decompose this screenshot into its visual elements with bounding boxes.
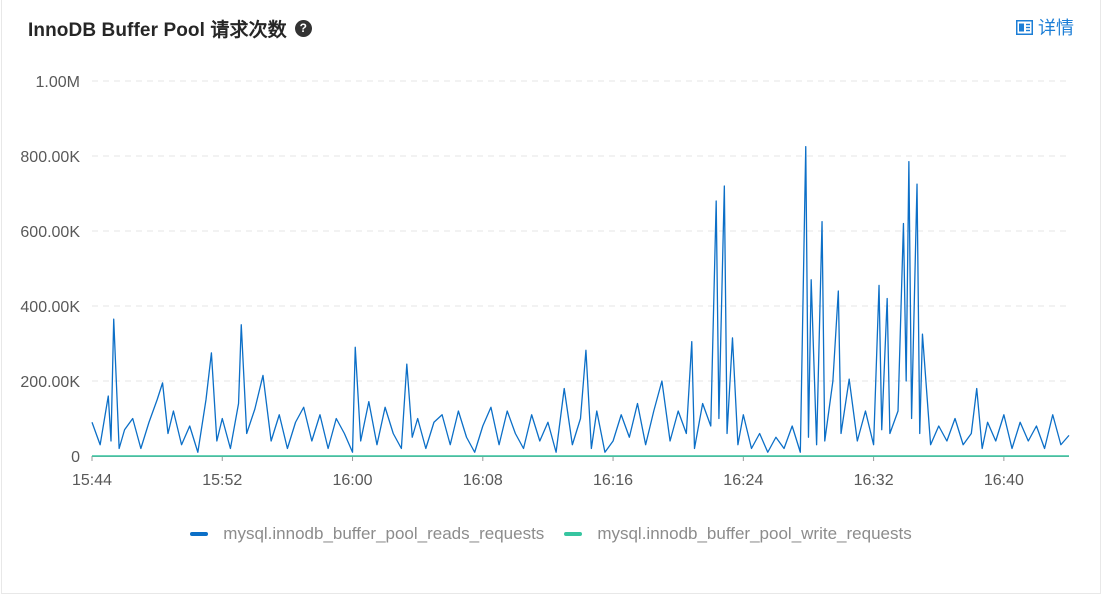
y-tick-label: 400.00K xyxy=(20,299,80,316)
y-tick-label: 1.00M xyxy=(36,74,80,91)
y-tick-label: 0 xyxy=(71,449,80,466)
detail-label: 详情 xyxy=(1038,18,1074,38)
chart-header: InnoDB Buffer Pool 请求次数 ? xyxy=(28,14,312,42)
x-tick-label: 16:32 xyxy=(854,472,894,489)
x-tick-label: 15:44 xyxy=(72,472,112,489)
help-icon[interactable]: ? xyxy=(294,19,312,37)
legend-swatch-writes xyxy=(564,532,583,536)
legend-label-reads: mysql.innodb_buffer_pool_reads_requests xyxy=(223,524,545,543)
x-tick-label: 16:00 xyxy=(333,472,373,489)
x-tick-label: 16:08 xyxy=(463,472,503,489)
y-tick-label: 600.00K xyxy=(20,224,80,241)
y-tick-label: 800.00K xyxy=(20,149,80,166)
x-tick-label: 15:52 xyxy=(202,472,242,489)
y-tick-label: 200.00K xyxy=(20,374,80,391)
legend-item-reads[interactable]: mysql.innodb_buffer_pool_reads_requests xyxy=(190,524,544,544)
chart-legend: mysql.innodb_buffer_pool_reads_requests … xyxy=(0,522,1102,546)
detail-link[interactable]: 详情 xyxy=(1016,16,1074,38)
legend-item-writes[interactable]: mysql.innodb_buffer_pool_write_requests xyxy=(564,524,912,544)
legend-label-writes: mysql.innodb_buffer_pool_write_requests xyxy=(597,524,912,543)
legend-swatch-reads xyxy=(190,532,209,536)
x-tick-label: 16:24 xyxy=(723,472,763,489)
x-tick-label: 16:16 xyxy=(593,472,633,489)
chart-title: InnoDB Buffer Pool 请求次数 xyxy=(28,19,287,41)
series-line-reads xyxy=(91,145,1070,453)
line-chart: 0 200.00K 400.00K 600.00K 800.00K 1.00M 15:44 1… xyxy=(20,74,1070,489)
x-tick-label: 16:40 xyxy=(984,472,1024,489)
detail-icon xyxy=(1016,19,1033,35)
